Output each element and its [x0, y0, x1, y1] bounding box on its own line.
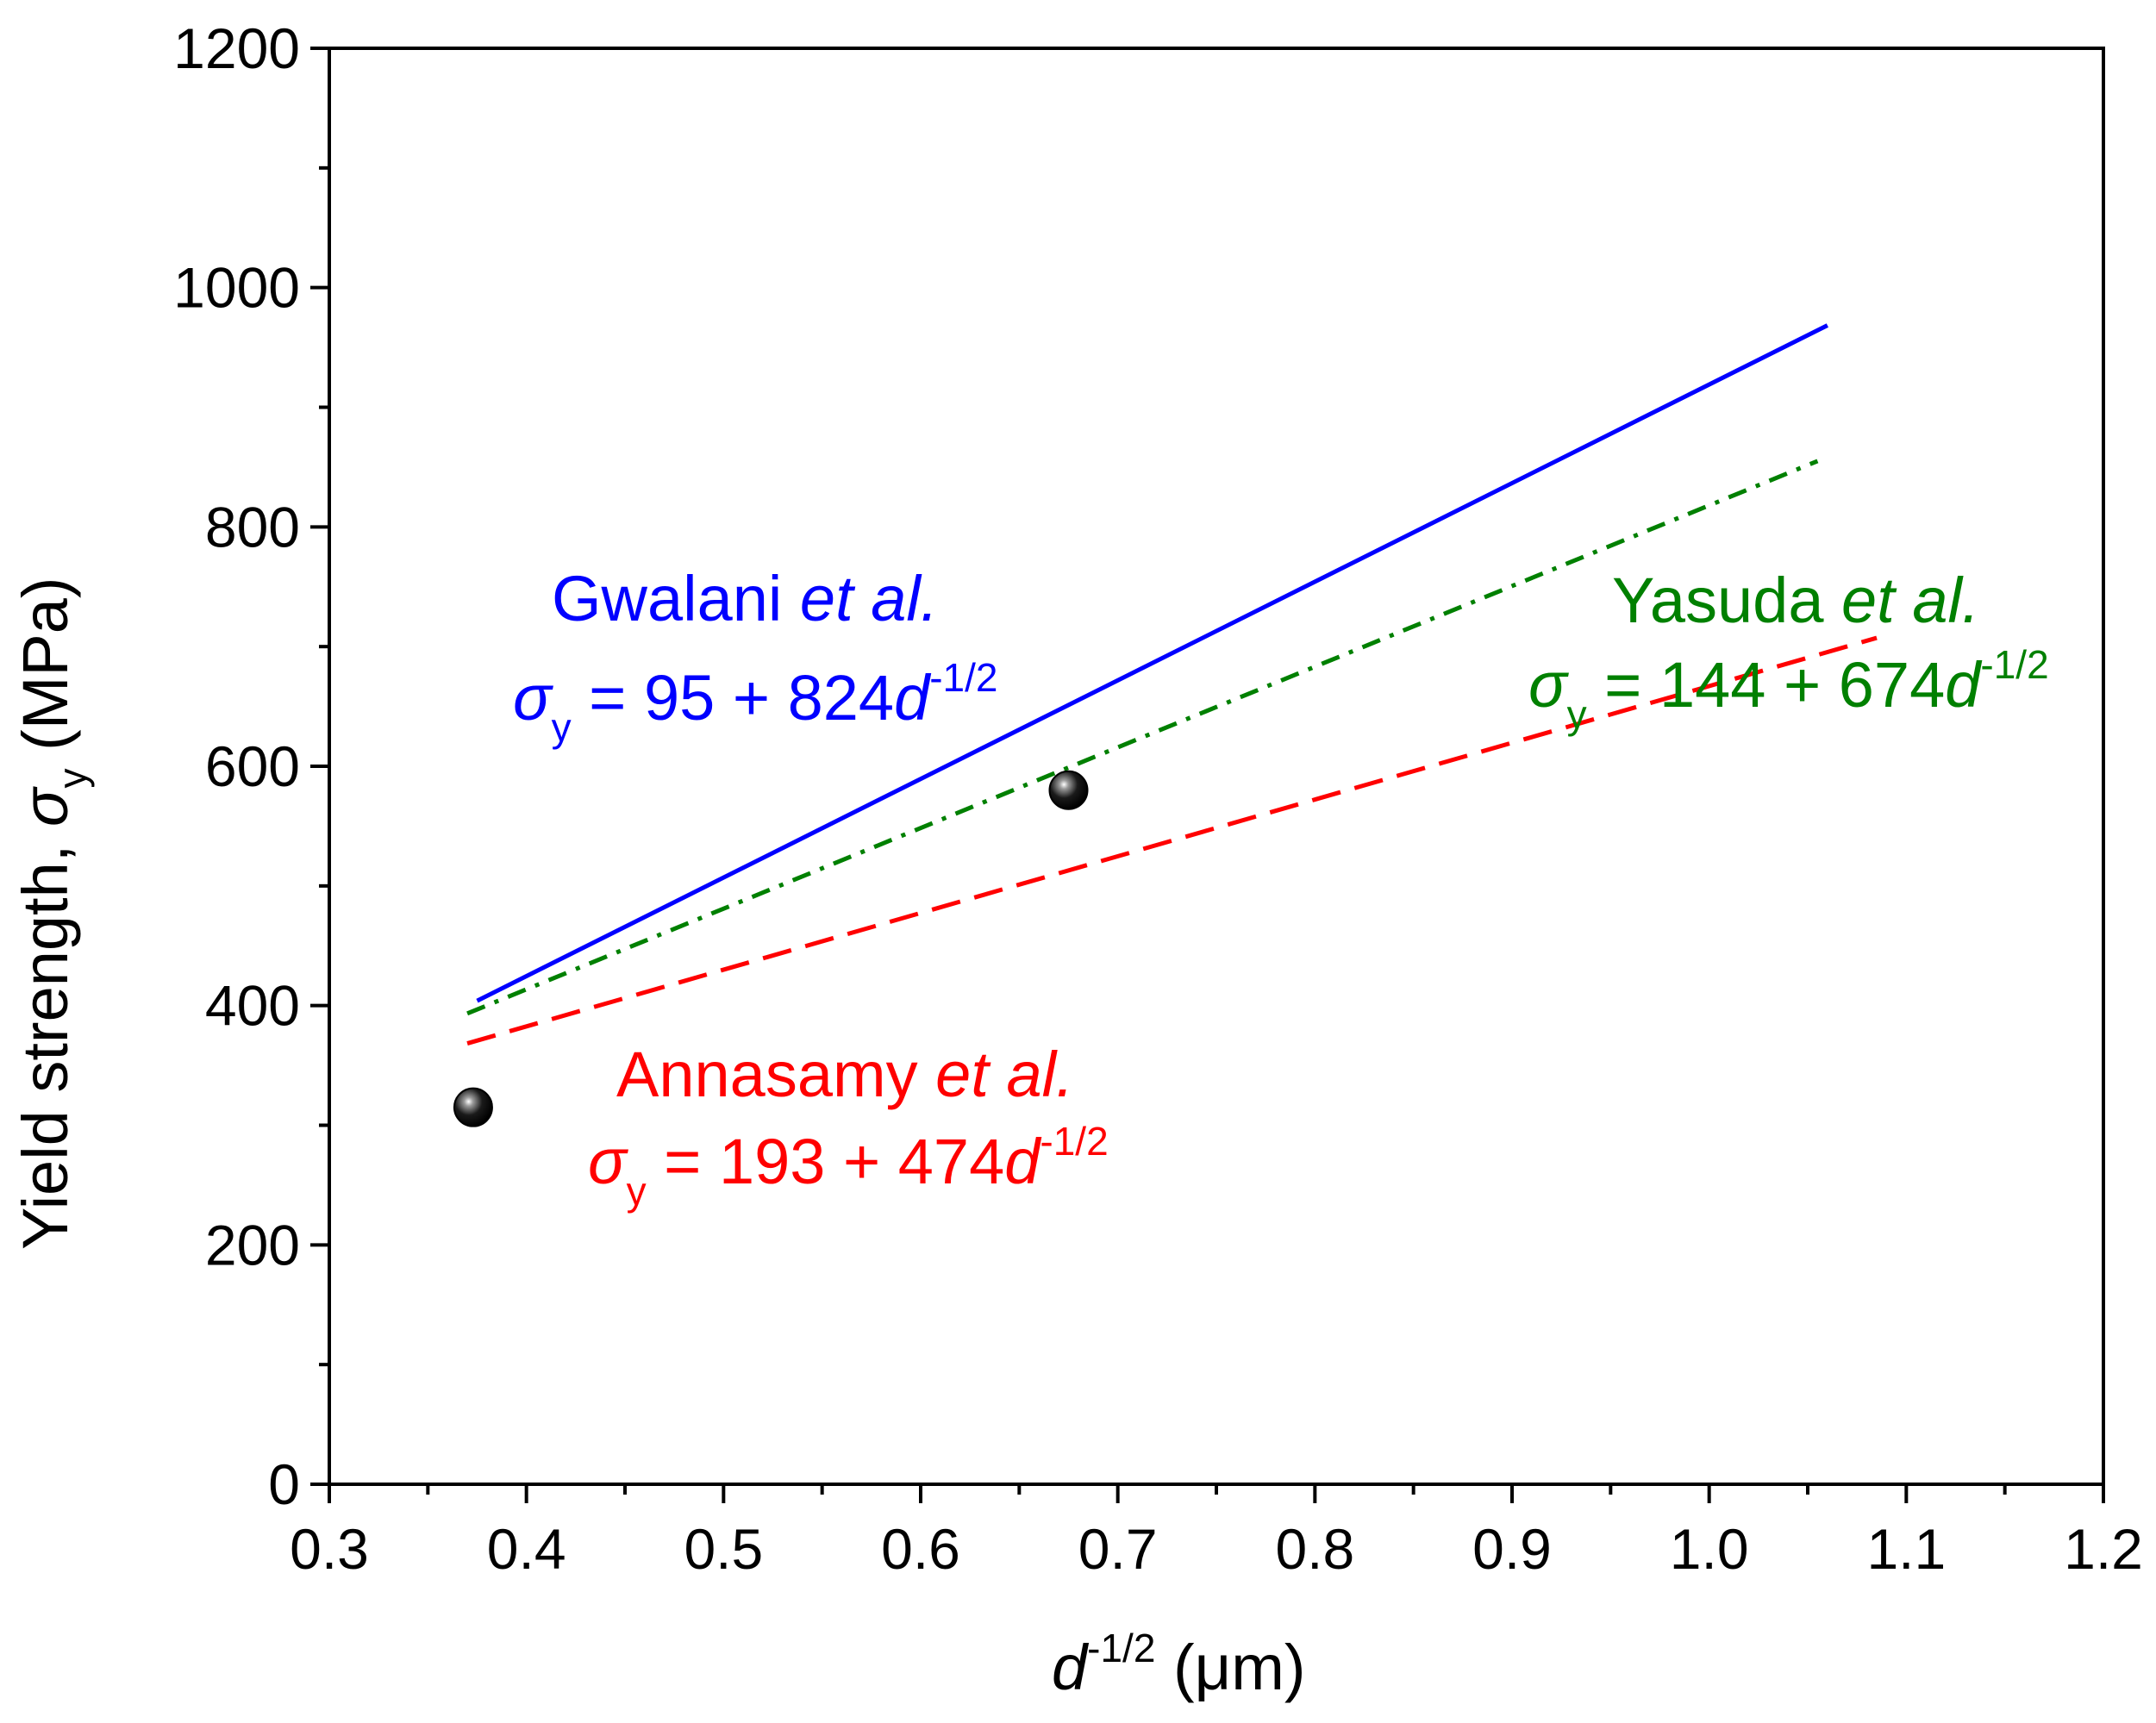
yasuda-equation: σy = 144 + 674d-1/2 — [1528, 642, 2049, 737]
y-tick-label: 1000 — [173, 256, 300, 320]
fit-lines — [466, 323, 1878, 1046]
annasamy-equation: σy = 193 + 474d-1/2 — [588, 1119, 1109, 1214]
yasuda-label: Yasuda et al. — [1612, 565, 1980, 636]
gwalani-fit-line — [476, 323, 1828, 1003]
x-tick-label: 1.0 — [1670, 1517, 1749, 1581]
y-axis-title: Yield strength, σy (MPa) — [9, 577, 95, 1251]
data-point — [453, 1087, 493, 1127]
x-tick-label: 0.7 — [1078, 1517, 1158, 1581]
x-tick-label: 1.2 — [2064, 1517, 2143, 1581]
x-tick-label: 0.8 — [1275, 1517, 1354, 1581]
axes: 0.3 0.4 0.5 0.6 0.7 0.8 0.9 1.0 1.1 1.2 0 200 400 600… — [173, 16, 2143, 1581]
gwalani-label: Gwalani et al. — [552, 563, 938, 634]
y-tick-label: 600 — [205, 734, 300, 798]
plot-frame — [328, 47, 2105, 1486]
y-tick-label: 400 — [205, 974, 300, 1038]
x-tick-label: 0.6 — [881, 1517, 960, 1581]
x-tick-label: 1.1 — [1866, 1517, 1946, 1581]
annasamy-fit-line — [466, 635, 1878, 1046]
gwalani-equation: σy = 95 + 824d-1/2 — [513, 655, 998, 750]
y-tick-label: 1200 — [173, 16, 300, 80]
x-tick-label: 0.9 — [1472, 1517, 1552, 1581]
data-point — [1048, 770, 1089, 810]
data-points — [453, 770, 1089, 1127]
yasuda-fit-line — [466, 459, 1819, 1016]
y-tick-label: 0 — [268, 1452, 300, 1516]
x-tick-label: 0.3 — [290, 1517, 369, 1581]
x-tick-label: 0.4 — [487, 1517, 566, 1581]
x-axis-title: d-1/2 (μm) — [1052, 1626, 1306, 1703]
annasamy-label: Annasamy et al. — [616, 1039, 1074, 1110]
y-tick-label: 200 — [205, 1213, 300, 1277]
y-tick-label: 800 — [205, 495, 300, 559]
x-tick-label: 0.5 — [684, 1517, 763, 1581]
